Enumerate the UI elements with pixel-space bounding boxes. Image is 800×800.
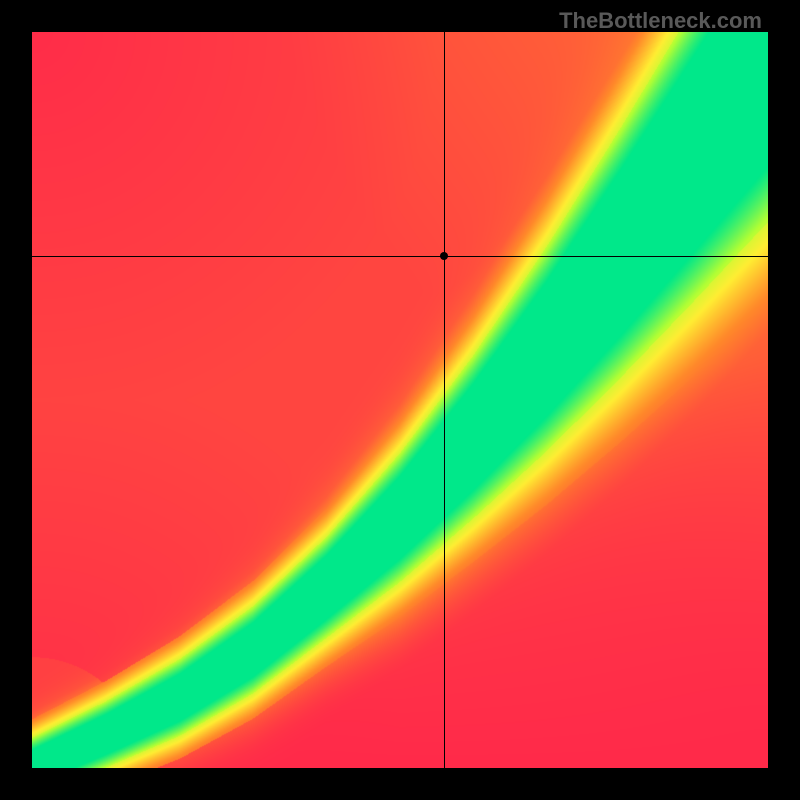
crosshair-horizontal [32,256,768,257]
watermark-text: TheBottleneck.com [559,8,762,34]
heatmap-plot [32,32,768,768]
crosshair-vertical [444,32,445,768]
crosshair-dot [440,252,448,260]
heatmap-canvas [32,32,768,768]
